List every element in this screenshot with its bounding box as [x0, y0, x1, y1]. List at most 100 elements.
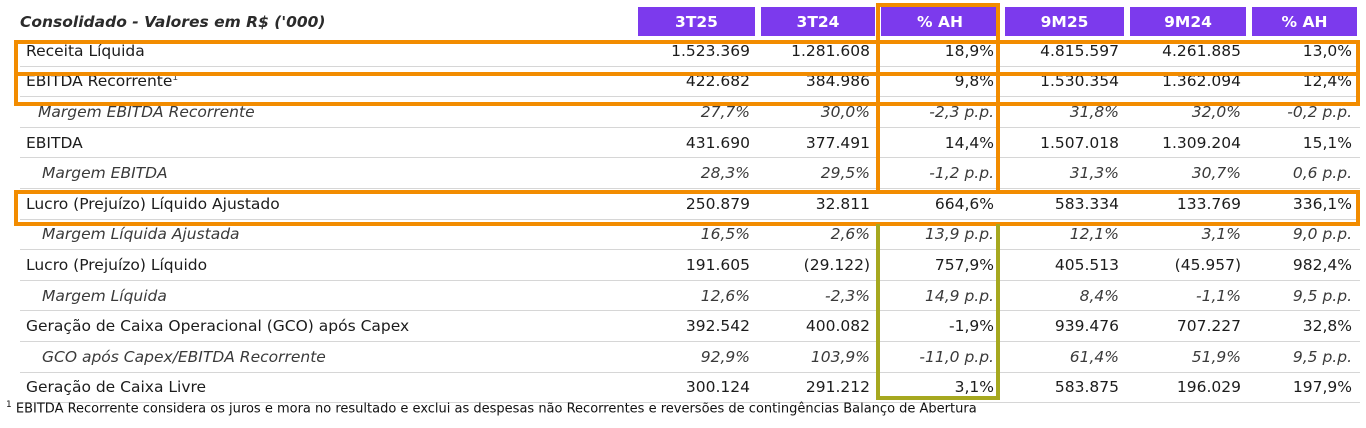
- cell-value: 1.309.204: [1127, 128, 1249, 159]
- cell-value: 14,9 p.p.: [878, 281, 1002, 312]
- row-label: GCO após Capex/EBITDA Recorrente: [20, 342, 635, 373]
- table-row: Geração de Caixa Livre 300.124 291.212 3…: [20, 373, 1360, 404]
- cell-value: 422.682: [635, 67, 758, 98]
- row-label: Lucro (Prejuízo) Líquido Ajustado: [20, 189, 635, 220]
- row-label: Margem Líquida: [20, 281, 635, 312]
- cell-value: -1,9%: [878, 311, 1002, 342]
- cell-value: 13,9 p.p.: [878, 220, 1002, 251]
- cell-value: 92,9%: [635, 342, 758, 373]
- cell-value: 939.476: [1002, 311, 1127, 342]
- row-label-text: Margem EBITDA: [42, 164, 168, 183]
- cell-value: 757,9%: [878, 250, 1002, 281]
- cell-value: -1,1%: [1127, 281, 1249, 312]
- column-header-9m25: 9M25: [1002, 7, 1127, 36]
- cell-value: 664,6%: [878, 189, 1002, 220]
- cell-value: -2,3%: [758, 281, 878, 312]
- cell-value: 196.029: [1127, 373, 1249, 404]
- cell-value: 4.261.885: [1127, 36, 1249, 67]
- row-label-text: EBITDA: [26, 133, 83, 152]
- cell-value: 103,9%: [758, 342, 878, 373]
- cell-value: 8,4%: [1002, 281, 1127, 312]
- cell-value: 16,5%: [635, 220, 758, 251]
- cell-value: 392.542: [635, 311, 758, 342]
- column-header-3t24: 3T24: [758, 7, 878, 36]
- cell-value: 431.690: [635, 128, 758, 159]
- cell-value: 583.334: [1002, 189, 1127, 220]
- row-label-text: Geração de Caixa Livre: [26, 378, 207, 397]
- cell-value: 583.875: [1002, 373, 1127, 404]
- cell-value: 400.082: [758, 311, 878, 342]
- column-header-ah-quarter: % AH: [878, 7, 1002, 36]
- cell-value: 27,7%: [635, 97, 758, 128]
- cell-value: 1.530.354: [1002, 67, 1127, 98]
- row-label: Margem Líquida Ajustada: [20, 220, 635, 251]
- column-header-9m24: 9M24: [1127, 7, 1249, 36]
- cell-value: 377.491: [758, 128, 878, 159]
- table-title: Consolidado - Valores em R$ ('000): [20, 12, 326, 31]
- cell-value: 250.879: [635, 189, 758, 220]
- table-row: Margem Líquida 12,6% -2,3% 14,9 p.p. 8,4…: [20, 281, 1360, 312]
- cell-value: 61,4%: [1002, 342, 1127, 373]
- table-row: EBITDA 431.690 377.491 14,4% 1.507.018 1…: [20, 128, 1360, 159]
- row-label: Receita Líquida: [20, 36, 635, 67]
- cell-value: 384.986: [758, 67, 878, 98]
- table-row: EBITDA Recorrente1 422.682 384.986 9,8% …: [20, 67, 1360, 98]
- cell-value: -11,0 p.p.: [878, 342, 1002, 373]
- cell-value: 18,9%: [878, 36, 1002, 67]
- cell-value: 32,8%: [1249, 311, 1360, 342]
- table-row: Margem EBITDA 28,3% 29,5% -1,2 p.p. 31,3…: [20, 158, 1360, 189]
- cell-value: 9,5 p.p.: [1249, 281, 1360, 312]
- cell-value: 32,0%: [1127, 97, 1249, 128]
- row-label: Geração de Caixa Livre: [20, 373, 635, 404]
- row-label: EBITDA Recorrente1: [20, 67, 635, 98]
- row-label-text: EBITDA Recorrente: [26, 72, 173, 91]
- row-label-text: Margem Líquida Ajustada: [42, 225, 240, 244]
- column-header-3t25: 3T25: [635, 7, 758, 36]
- cell-value: 133.769: [1127, 189, 1249, 220]
- footnote-marker: 1: [172, 73, 179, 84]
- cell-value: 0,6 p.p.: [1249, 158, 1360, 189]
- cell-value: 29,5%: [758, 158, 878, 189]
- cell-value: 707.227: [1127, 311, 1249, 342]
- cell-value: 1.523.369: [635, 36, 758, 67]
- cell-value: 197,9%: [1249, 373, 1360, 404]
- cell-value: 191.605: [635, 250, 758, 281]
- cell-value: 1.362.094: [1127, 67, 1249, 98]
- column-header-ah-9m: % AH: [1249, 7, 1360, 36]
- row-label-text: Lucro (Prejuízo) Líquido Ajustado: [26, 194, 280, 213]
- cell-value: 32.811: [758, 189, 878, 220]
- table-row: Lucro (Prejuízo) Líquido 191.605 (29.122…: [20, 250, 1360, 281]
- cell-value: 12,4%: [1249, 67, 1360, 98]
- row-label: EBITDA: [20, 128, 635, 159]
- cell-value: 4.815.597: [1002, 36, 1127, 67]
- cell-value: 3,1%: [1127, 220, 1249, 251]
- cell-value: 3,1%: [878, 373, 1002, 404]
- cell-value: 28,3%: [635, 158, 758, 189]
- cell-value: 1.507.018: [1002, 128, 1127, 159]
- row-label-text: Margem EBITDA Recorrente: [38, 102, 255, 121]
- row-label-text: Receita Líquida: [26, 41, 145, 60]
- footnote: 1 EBITDA Recorrente considera os juros e…: [6, 400, 977, 416]
- cell-value: 1.281.608: [758, 36, 878, 67]
- cell-value: 9,5 p.p.: [1249, 342, 1360, 373]
- cell-value: 15,1%: [1249, 128, 1360, 159]
- cell-value: 30,0%: [758, 97, 878, 128]
- cell-value: 13,0%: [1249, 36, 1360, 67]
- cell-value: (45.957): [1127, 250, 1249, 281]
- cell-value: -1,2 p.p.: [878, 158, 1002, 189]
- row-label-text: Margem Líquida: [42, 286, 167, 305]
- cell-value: 405.513: [1002, 250, 1127, 281]
- row-label-text: Lucro (Prejuízo) Líquido: [26, 255, 208, 274]
- table-row: Receita Líquida 1.523.369 1.281.608 18,9…: [20, 36, 1360, 67]
- row-label: Lucro (Prejuízo) Líquido: [20, 250, 635, 281]
- footnote-text: EBITDA Recorrente considera os juros e m…: [15, 401, 977, 417]
- table-row: Lucro (Prejuízo) Líquido Ajustado 250.87…: [20, 189, 1360, 220]
- table-header-row: Consolidado - Valores em R$ ('000) 3T25 …: [20, 7, 1360, 36]
- cell-value: 2,6%: [758, 220, 878, 251]
- table-row: Geração de Caixa Operacional (GCO) após …: [20, 311, 1360, 342]
- table-row: Margem Líquida Ajustada 16,5% 2,6% 13,9 …: [20, 220, 1360, 251]
- row-label-text: GCO após Capex/EBITDA Recorrente: [42, 347, 326, 366]
- cell-value: 9,8%: [878, 67, 1002, 98]
- cell-value: (29.122): [758, 250, 878, 281]
